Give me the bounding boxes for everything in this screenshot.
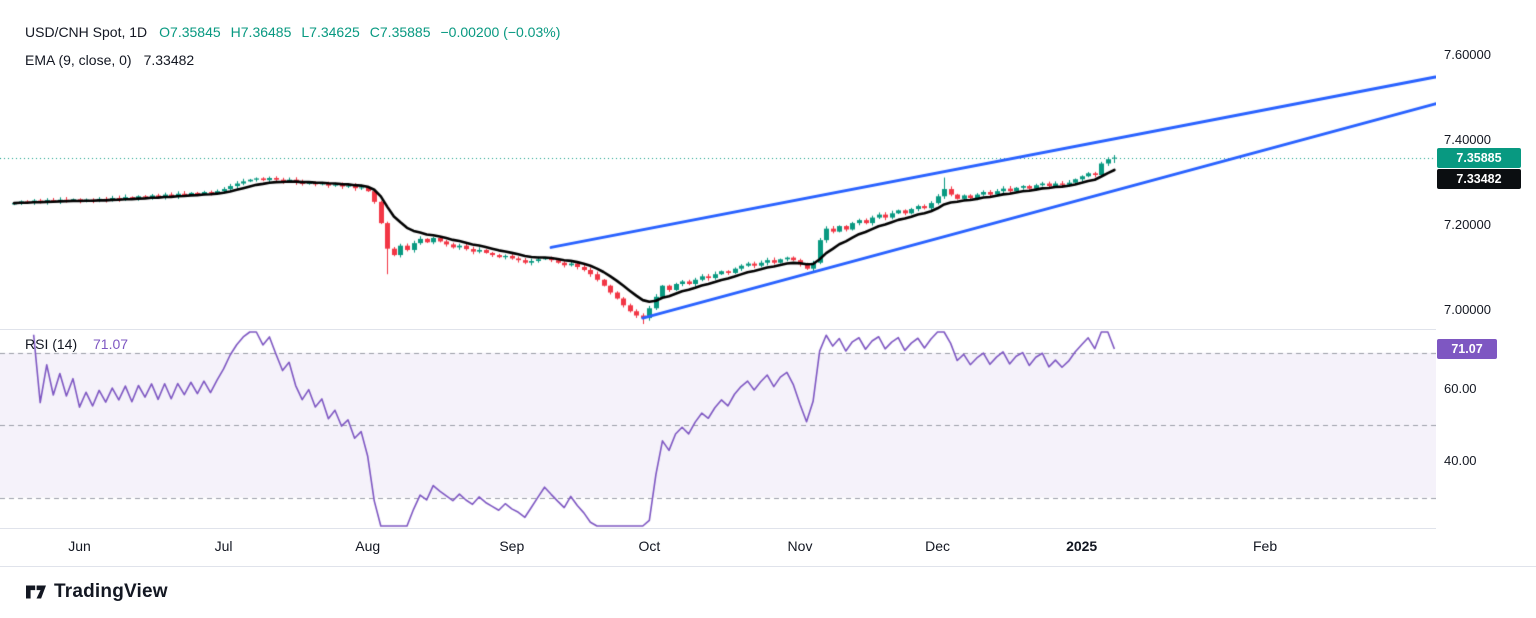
- legend-change-value: −0.00200 (−0.03%): [440, 24, 561, 40]
- rsi-legend-value: 71.07: [93, 336, 129, 352]
- rsi-pane[interactable]: [0, 330, 1436, 528]
- price-tick-label: 7.20000: [1444, 217, 1491, 233]
- chart-bottom-border: [0, 566, 1536, 567]
- time-axis-top-border: [0, 528, 1536, 529]
- time-axis-label: Oct: [638, 538, 661, 554]
- tradingview-wordmark: TradingView: [54, 581, 168, 602]
- last-price-badge: 7.35885: [1437, 147, 1521, 168]
- rsi-legend: RSI (14) 71.07: [25, 336, 128, 352]
- time-axis[interactable]: Jun Jul Aug Sep Oct Nov Dec 2025 Feb: [0, 529, 1436, 566]
- legend-high-value: H7.36485: [230, 24, 292, 40]
- price-pane[interactable]: [0, 0, 1436, 330]
- legend-open-value: O7.35845: [159, 24, 221, 40]
- time-axis-label: Nov: [787, 538, 813, 554]
- legend-close-value: C7.35885: [369, 24, 431, 40]
- legend-low-value: L7.34625: [301, 24, 360, 40]
- footer-bar: TradingView: [25, 578, 168, 606]
- tradingview-link[interactable]: TradingView: [25, 581, 168, 603]
- price-tick-label: 7.00000: [1444, 302, 1491, 318]
- ema-legend-row: EMA (9, close, 0) 7.33482: [25, 46, 570, 74]
- time-axis-label: Dec: [925, 538, 950, 554]
- time-axis-label: Jun: [68, 538, 91, 554]
- price-axis[interactable]: 7.60000 7.40000 7.20000 7.00000 60.00 40.00: [1436, 0, 1536, 566]
- time-axis-label: Feb: [1252, 538, 1278, 554]
- time-axis-label: Sep: [499, 538, 525, 554]
- time-axis-label: Aug: [355, 538, 381, 554]
- time-axis-label: 2025: [1066, 538, 1098, 554]
- tradingview-icon: [26, 585, 46, 599]
- ema-legend-label[interactable]: EMA (9, close, 0): [25, 52, 132, 68]
- rsi-legend-label[interactable]: RSI (14): [25, 336, 78, 352]
- rsi-tick-label: 40.00: [1444, 453, 1477, 469]
- pane-divider[interactable]: [0, 329, 1436, 330]
- main-legend: USD/CNH Spot, 1D O7.35845 H7.36485 L7.34…: [25, 18, 570, 74]
- rsi-value-badge: 71.07: [1437, 338, 1497, 359]
- time-axis-label: Jul: [214, 538, 233, 554]
- symbol-legend-row: USD/CNH Spot, 1D O7.35845 H7.36485 L7.34…: [25, 18, 570, 46]
- price-tick-label: 7.40000: [1444, 132, 1491, 148]
- ema-price-badge: 7.33482: [1437, 168, 1521, 189]
- ema-legend-value: 7.33482: [143, 52, 195, 68]
- symbol-title[interactable]: USD/CNH Spot, 1D: [25, 24, 148, 40]
- price-tick-label: 7.60000: [1444, 46, 1491, 62]
- rsi-tick-label: 60.00: [1444, 381, 1477, 396]
